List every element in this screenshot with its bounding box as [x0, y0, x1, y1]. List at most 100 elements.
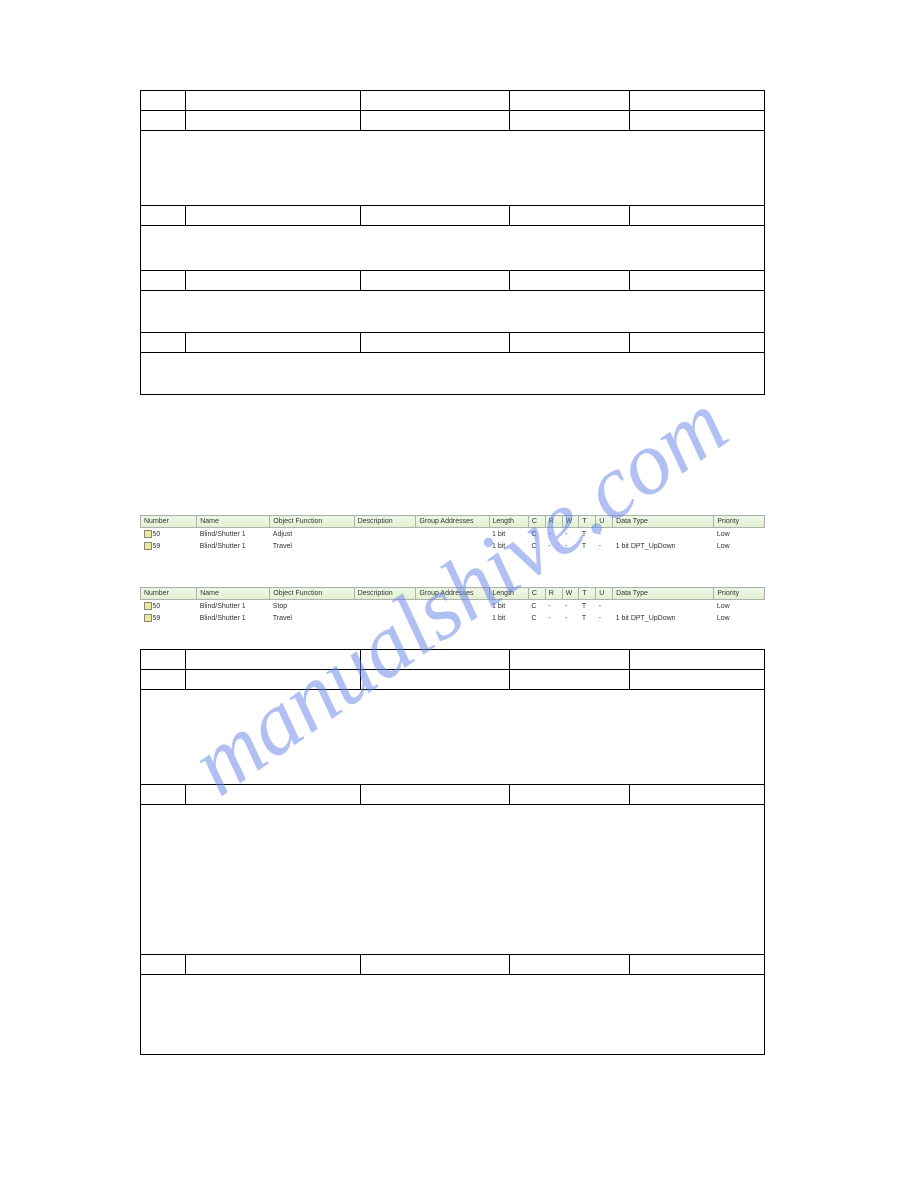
col-header: Length — [489, 588, 528, 600]
cell: Travel — [270, 540, 354, 552]
cell — [360, 670, 510, 690]
cell — [630, 91, 765, 111]
object-table-2: Number Name Object Function Description … — [140, 587, 765, 624]
merged-cell — [141, 353, 765, 395]
cell: 1 bit — [489, 540, 528, 552]
table-row — [141, 291, 765, 333]
merged-cell — [141, 690, 765, 785]
cell — [354, 600, 416, 613]
cell: Blind/Shutter 1 — [197, 540, 270, 552]
cell: C — [528, 612, 545, 624]
table-header-row: Number Name Object Function Description … — [141, 588, 765, 600]
cell — [185, 650, 360, 670]
cell: - — [562, 528, 579, 541]
cell — [416, 600, 489, 613]
col-header: W — [562, 588, 579, 600]
cell: 59 — [141, 540, 197, 552]
col-header: W — [562, 516, 579, 528]
cell — [185, 955, 360, 975]
col-header: Name — [197, 588, 270, 600]
merged-cell — [141, 805, 765, 955]
cell: Blind/Shutter 1 — [197, 612, 270, 624]
col-header: T — [579, 588, 596, 600]
cell — [141, 955, 186, 975]
cell — [360, 271, 510, 291]
object-table-1: Number Name Object Function Description … — [140, 515, 765, 552]
cell — [354, 528, 416, 541]
col-header: Data Type — [613, 516, 714, 528]
merged-cell — [141, 226, 765, 271]
cell — [510, 785, 630, 805]
page-content: Number Name Object Function Description … — [140, 90, 765, 1055]
col-header: Object Function — [270, 588, 354, 600]
cell — [510, 111, 630, 131]
table-row — [141, 690, 765, 785]
cell — [141, 271, 186, 291]
cell: Travel — [270, 612, 354, 624]
table-row — [141, 975, 765, 1055]
cell — [360, 333, 510, 353]
table-row: 59 Blind/Shutter 1 Travel 1 bit C - - T … — [141, 540, 765, 552]
spacer — [140, 552, 765, 567]
cell — [510, 955, 630, 975]
cell — [185, 333, 360, 353]
cell — [354, 612, 416, 624]
cell: C — [528, 600, 545, 613]
cell — [630, 206, 765, 226]
cell: - — [562, 600, 579, 613]
col-header: Object Function — [270, 516, 354, 528]
table-row — [141, 111, 765, 131]
col-header: R — [545, 516, 562, 528]
cell: 50 — [141, 600, 197, 613]
cell — [360, 91, 510, 111]
col-header: C — [528, 516, 545, 528]
cell: - — [596, 528, 613, 541]
spacer — [140, 395, 765, 495]
cell — [630, 333, 765, 353]
cell — [185, 206, 360, 226]
cell — [185, 785, 360, 805]
col-header: Data Type — [613, 588, 714, 600]
table-1 — [140, 90, 765, 395]
cell — [360, 206, 510, 226]
cell — [613, 528, 714, 541]
cell: Low — [714, 528, 765, 541]
cell: 59 — [141, 612, 197, 624]
cell: Blind/Shutter 1 — [197, 600, 270, 613]
col-header: R — [545, 588, 562, 600]
cell — [613, 600, 714, 613]
cell — [354, 540, 416, 552]
table-row — [141, 226, 765, 271]
col-header: Priority — [714, 588, 765, 600]
cell: - — [596, 540, 613, 552]
col-header: Description — [354, 588, 416, 600]
col-header: Description — [354, 516, 416, 528]
cell: C — [528, 540, 545, 552]
object-icon — [144, 602, 152, 610]
cell — [141, 670, 186, 690]
table-row — [141, 955, 765, 975]
table-header-row: Number Name Object Function Description … — [141, 516, 765, 528]
cell — [360, 650, 510, 670]
cell — [185, 91, 360, 111]
col-header: Length — [489, 516, 528, 528]
cell: T — [579, 528, 596, 541]
cell: 1 bit DPT_UpDown — [613, 540, 714, 552]
table-row — [141, 333, 765, 353]
cell: T — [579, 612, 596, 624]
cell: 1 bit — [489, 528, 528, 541]
table-row: 50 Blind/Shutter 1 Stop 1 bit C - - T - … — [141, 600, 765, 613]
cell — [510, 206, 630, 226]
cell: Adjust — [270, 528, 354, 541]
cell: T — [579, 540, 596, 552]
col-header: Group Addresses — [416, 588, 489, 600]
cell — [141, 111, 186, 131]
cell — [416, 540, 489, 552]
cell — [141, 650, 186, 670]
cell: - — [596, 600, 613, 613]
table-row — [141, 650, 765, 670]
col-header: C — [528, 588, 545, 600]
object-icon — [144, 614, 152, 622]
col-header: U — [596, 588, 613, 600]
cell: 1 bit DPT_UpDown — [613, 612, 714, 624]
